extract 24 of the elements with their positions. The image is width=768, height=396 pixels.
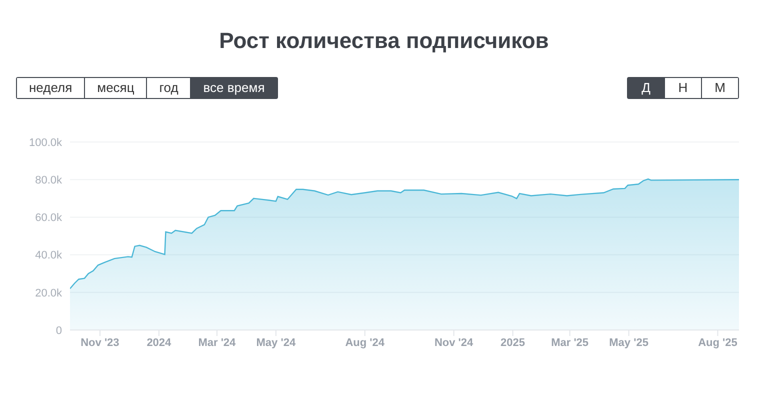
x-tick-label: Mar '25 bbox=[551, 336, 589, 349]
y-tick-label: 0 bbox=[56, 324, 62, 337]
x-tick-label: May '24 bbox=[256, 336, 296, 349]
text: Н bbox=[664, 78, 701, 98]
x-tick-label: Nov '23 bbox=[80, 336, 120, 349]
text: все время bbox=[190, 78, 277, 98]
x-tick-label: 2024 bbox=[146, 336, 172, 349]
x-tick-label: Nov '24 bbox=[434, 336, 474, 349]
y-tick-label: 80.0k bbox=[35, 174, 62, 187]
text: месяц bbox=[84, 78, 146, 98]
text: Д bbox=[628, 78, 664, 98]
x-tick-label: Aug '24 bbox=[345, 336, 386, 349]
x-tick-label: Aug '25 bbox=[698, 336, 738, 349]
text: М bbox=[701, 78, 738, 98]
text: год bbox=[146, 78, 190, 98]
y-tick-label: 60.0k bbox=[35, 212, 62, 224]
y-tick-label: 20.0k bbox=[35, 287, 62, 300]
text: неделя bbox=[17, 78, 84, 98]
x-tick-label: May '25 bbox=[609, 336, 648, 349]
x-tick-label: Mar '24 bbox=[198, 336, 237, 349]
chart-title: Рост количества подписчиков bbox=[218, 28, 550, 54]
y-tick-label: 100.0k bbox=[28, 136, 62, 149]
x-tick-label: 2025 bbox=[500, 336, 526, 349]
y-tick-label: 40.0k bbox=[35, 250, 62, 262]
